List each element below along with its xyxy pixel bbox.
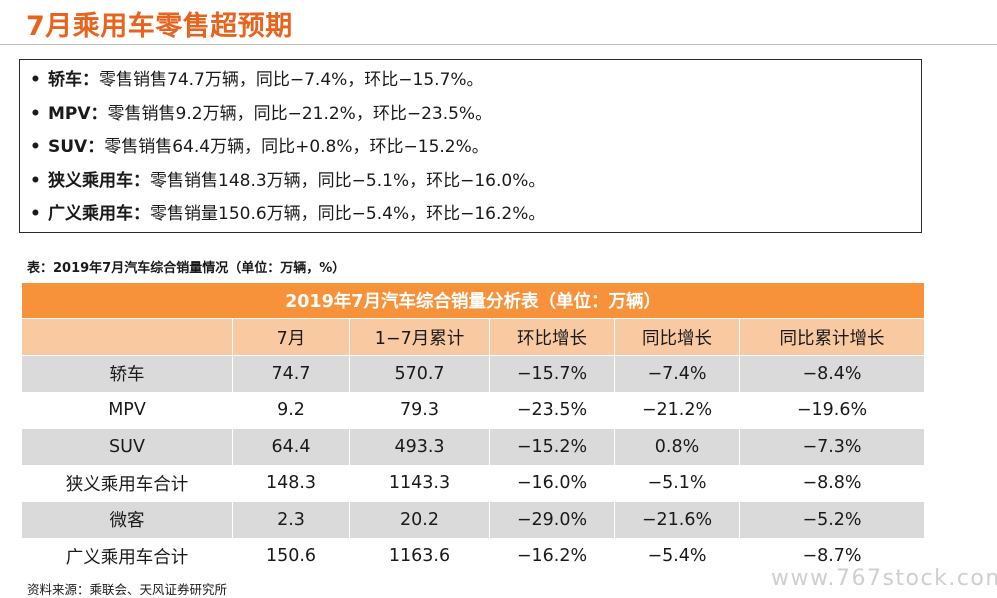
column-header: 环比增长 [489,318,615,356]
summary-item: • SUV：零售销售64.4万辆，同比+0.8%，环比−15.2%。 [30,131,921,165]
table-banner: 2019年7月汽车综合销量分析表（单位：万辆） [20,282,926,319]
table-header-row: 7月 1−7月累计 环比增长 同比增长 同比累计增长 [21,318,926,356]
table-caption: 表：2019年7月汽车综合销量情况（单位：万辆，%） [27,261,346,276]
summary-item: • 狭义乘用车：零售销售148.3万辆，同比−5.1%，环比−16.0%。 [30,165,921,199]
table-cell: −16.2% [489,537,615,575]
table-cell: −7.3% [738,428,926,466]
row-label: 广义乘用车合计 [21,537,233,575]
bullet-icon: • [30,170,41,191]
table-cell: 64.4 [232,428,350,466]
table-cell: −23.5% [489,391,615,429]
summary-box: • 轿车：零售销售74.7万辆，同比−7.4%，环比−15.7%。 • MPV：零售… [19,59,922,233]
row-label: MPV [21,391,233,429]
title-divider [0,44,997,45]
table-cell: 493.3 [349,428,490,466]
summary-item: • 轿车：零售销售74.7万辆，同比−7.4%，环比−15.7%。 [30,64,921,98]
table-cell: 79.3 [349,391,490,429]
bullet-icon: • [30,204,41,224]
table-row: MPV 9.2 79.3 −23.5% −21.2% −19.6% [21,391,926,429]
source-note: 资料来源：乘联会、天风证券研究所 [27,582,228,597]
summary-item-name: SUV： [48,137,105,157]
watermark: www.767stock.com [771,566,997,591]
table-cell: 1163.6 [349,537,490,575]
table-row: 轿车 74.7 570.7 −15.7% −7.4% −8.4% [21,355,926,393]
column-header: 7月 [232,318,350,356]
column-header: 1−7月累计 [349,318,490,356]
table-cell: −16.0% [489,464,615,502]
table-cell: −21.6% [614,501,740,539]
table-cell: −5.4% [614,537,740,575]
summary-item: • 广义乘用车：零售销量150.6万辆，同比−5.4%，环比−16.2%。 [30,198,921,232]
table-cell: 74.7 [232,355,350,393]
table-cell: −15.2% [489,428,615,466]
column-header [21,318,233,356]
summary-item-name: MPV： [48,103,108,124]
table-cell: −8.8% [738,464,926,502]
table-row: SUV 64.4 493.3 −15.2% 0.8% −7.3% [21,428,926,466]
table-cell: −19.6% [738,391,926,429]
table-row: 广义乘用车合计 150.6 1163.6 −16.2% −5.4% −8.7% [21,537,926,575]
bullet-icon: • [30,70,41,90]
table-row: 微客 2.3 20.2 −29.0% −21.6% −5.2% [21,501,926,539]
page-title: 7月乘用车零售超预期 [26,11,293,42]
table-cell: −15.7% [489,355,615,393]
table-cell: 2.3 [232,501,350,539]
summary-item-text: 零售销售74.7万辆，同比−7.4%，环比−15.7%。 [99,70,484,90]
column-header: 同比增长 [614,318,740,356]
column-header: 同比累计增长 [738,318,926,356]
summary-item-text: 零售销售64.4万辆，同比+0.8%，环比−15.2%。 [104,137,489,157]
table-cell: 148.3 [232,464,350,502]
table-cell: 9.2 [232,391,350,429]
summary-item-name: 狭义乘用车： [48,170,150,191]
table-cell: 570.7 [349,355,490,393]
bullet-icon: • [30,137,41,157]
table-cell: 1143.3 [349,464,490,502]
summary-item-text: 零售销售9.2万辆，同比−21.2%，环比−23.5%。 [107,103,493,124]
table-cell: 20.2 [349,501,490,539]
table-cell: −29.0% [489,501,615,539]
table-banner-row: 2019年7月汽车综合销量分析表（单位：万辆） [20,282,926,319]
table-row: 狭义乘用车合计 148.3 1143.3 −16.0% −5.1% −8.8% [21,464,926,502]
table-cell: −5.1% [614,464,740,502]
summary-item-name: 广义乘用车： [48,204,150,224]
row-label: 狭义乘用车合计 [21,464,233,502]
sales-table: 2019年7月汽车综合销量分析表（单位：万辆） 7月 1−7月累计 环比增长 同… [20,282,926,575]
table-cell: −7.4% [614,355,740,393]
bullet-icon: • [30,103,41,124]
table-cell: −8.4% [738,355,926,393]
table-cell: −8.7% [738,537,926,575]
table-cell: 0.8% [614,428,740,466]
row-label: SUV [21,428,233,466]
summary-item: • MPV：零售销售9.2万辆，同比−21.2%，环比−23.5%。 [30,98,921,132]
row-label: 微客 [21,501,233,539]
summary-item-text: 零售销量150.6万辆，同比−5.4%，环比−16.2%。 [150,204,546,224]
table-cell: −5.2% [738,501,926,539]
row-label: 轿车 [21,355,233,393]
summary-item-name: 轿车： [48,70,99,90]
table-cell: 150.6 [232,537,350,575]
table-cell: −21.2% [614,391,740,429]
summary-item-text: 零售销售148.3万辆，同比−5.1%，环比−16.0%。 [150,170,546,191]
